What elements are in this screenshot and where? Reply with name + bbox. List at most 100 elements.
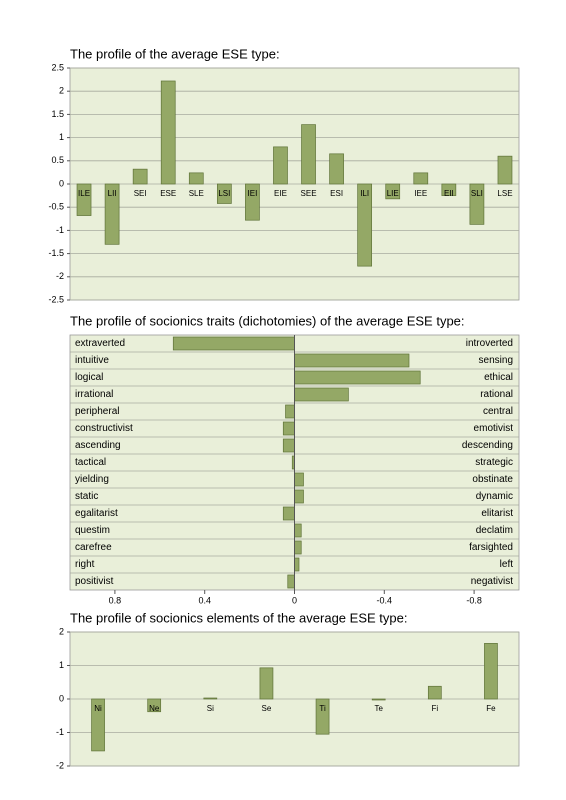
bar bbox=[371, 698, 386, 701]
right-label: ethical bbox=[484, 372, 513, 383]
bar bbox=[294, 387, 349, 402]
x-tick-label: IEI bbox=[248, 189, 258, 198]
y-tick-label: 2 bbox=[59, 86, 64, 96]
x-tick-label: IEE bbox=[414, 189, 427, 198]
x-tick-label: -0.4 bbox=[377, 595, 393, 605]
left-label: right bbox=[75, 559, 95, 570]
y-tick-label: 2 bbox=[59, 626, 64, 636]
x-tick-label: LSE bbox=[497, 189, 512, 198]
left-label: extraverted bbox=[75, 338, 125, 349]
bar bbox=[315, 698, 330, 735]
bar bbox=[469, 183, 485, 225]
y-tick-label: -2 bbox=[56, 271, 64, 281]
right-label: elitarist bbox=[481, 508, 513, 519]
y-tick-label: 0 bbox=[59, 693, 64, 703]
x-tick-label: Fe bbox=[486, 704, 496, 713]
y-tick-label: -1 bbox=[56, 225, 64, 235]
y-tick-label: -1.5 bbox=[48, 248, 64, 258]
right-label: negativist bbox=[471, 576, 513, 587]
x-tick-label: Fi bbox=[431, 704, 438, 713]
bar bbox=[294, 540, 302, 555]
right-label: obstinate bbox=[472, 474, 513, 485]
bar bbox=[273, 146, 288, 185]
x-tick-label: 0.8 bbox=[109, 595, 122, 605]
left-label: peripheral bbox=[75, 406, 119, 417]
left-label: intuitive bbox=[75, 355, 109, 366]
x-tick-label: SEI bbox=[134, 189, 147, 198]
chart-title: The profile of socionics elements of the… bbox=[70, 610, 407, 625]
bar bbox=[216, 183, 232, 204]
x-tick-label: EIE bbox=[274, 189, 287, 198]
right-label: central bbox=[483, 406, 513, 417]
bar bbox=[91, 698, 105, 752]
y-tick-label: 1 bbox=[59, 132, 64, 142]
bar bbox=[282, 421, 295, 436]
chart-title: The profile of the average ESE type: bbox=[70, 46, 280, 61]
left-label: logical bbox=[75, 372, 103, 383]
bar bbox=[245, 183, 260, 221]
x-tick-label: Ti bbox=[319, 704, 326, 713]
bar bbox=[282, 438, 295, 453]
bar bbox=[172, 336, 295, 351]
x-tick-label: Ni bbox=[94, 704, 102, 713]
y-tick-label: 1 bbox=[59, 660, 64, 670]
right-label: sensing bbox=[479, 355, 513, 366]
y-tick-label: 0 bbox=[59, 178, 64, 188]
x-tick-label: Ne bbox=[149, 704, 160, 713]
y-tick-label: -2 bbox=[56, 760, 64, 770]
left-label: static bbox=[75, 491, 98, 502]
x-tick-label: Se bbox=[262, 704, 272, 713]
y-tick-label: 1.5 bbox=[51, 109, 64, 119]
x-tick-label: ILI bbox=[360, 189, 369, 198]
chart-title: The profile of socionics traits (dichoto… bbox=[70, 313, 465, 328]
left-label: egalitarist bbox=[75, 508, 118, 519]
right-label: declatim bbox=[476, 525, 513, 536]
bar bbox=[294, 489, 304, 504]
bar bbox=[484, 643, 498, 700]
right-label: rational bbox=[480, 389, 513, 400]
left-label: positivist bbox=[75, 576, 114, 587]
x-tick-label: Si bbox=[207, 704, 214, 713]
x-tick-label: 0.4 bbox=[198, 595, 211, 605]
right-label: descending bbox=[462, 440, 513, 451]
bar bbox=[497, 155, 513, 185]
left-label: carefree bbox=[75, 542, 112, 553]
left-label: constructivist bbox=[75, 423, 133, 434]
x-tick-label: ILE bbox=[78, 189, 90, 198]
bar bbox=[76, 183, 92, 216]
right-label: introverted bbox=[466, 338, 513, 349]
bar bbox=[285, 404, 295, 419]
x-tick-label: LSI bbox=[218, 189, 230, 198]
x-tick-label: Te bbox=[374, 704, 383, 713]
y-tick-label: -2.5 bbox=[48, 294, 64, 304]
bar bbox=[259, 667, 274, 700]
bar bbox=[294, 557, 300, 572]
x-tick-label: -0.8 bbox=[466, 595, 482, 605]
bar bbox=[203, 697, 218, 700]
bar bbox=[294, 472, 304, 487]
x-tick-label: SEE bbox=[301, 189, 317, 198]
bar bbox=[294, 523, 302, 538]
bar bbox=[294, 370, 421, 385]
y-tick-label: -1 bbox=[56, 727, 64, 737]
bar bbox=[132, 168, 148, 185]
x-tick-label: LII bbox=[108, 189, 117, 198]
right-label: emotivist bbox=[474, 423, 514, 434]
bar bbox=[357, 183, 373, 267]
bar bbox=[104, 183, 120, 245]
right-label: farsighted bbox=[469, 542, 513, 553]
x-tick-label: ESE bbox=[160, 189, 176, 198]
y-tick-label: -0.5 bbox=[48, 202, 64, 212]
x-tick-label: SLE bbox=[189, 189, 204, 198]
bar bbox=[147, 698, 162, 713]
bar bbox=[441, 183, 457, 196]
y-tick-label: 2.5 bbox=[51, 62, 64, 72]
bar bbox=[287, 574, 295, 589]
left-label: yielding bbox=[75, 474, 109, 485]
right-label: strategic bbox=[475, 457, 513, 468]
left-label: questim bbox=[75, 525, 110, 536]
bar bbox=[301, 124, 316, 185]
y-tick-label: 0.5 bbox=[51, 155, 64, 165]
bar bbox=[188, 172, 204, 185]
